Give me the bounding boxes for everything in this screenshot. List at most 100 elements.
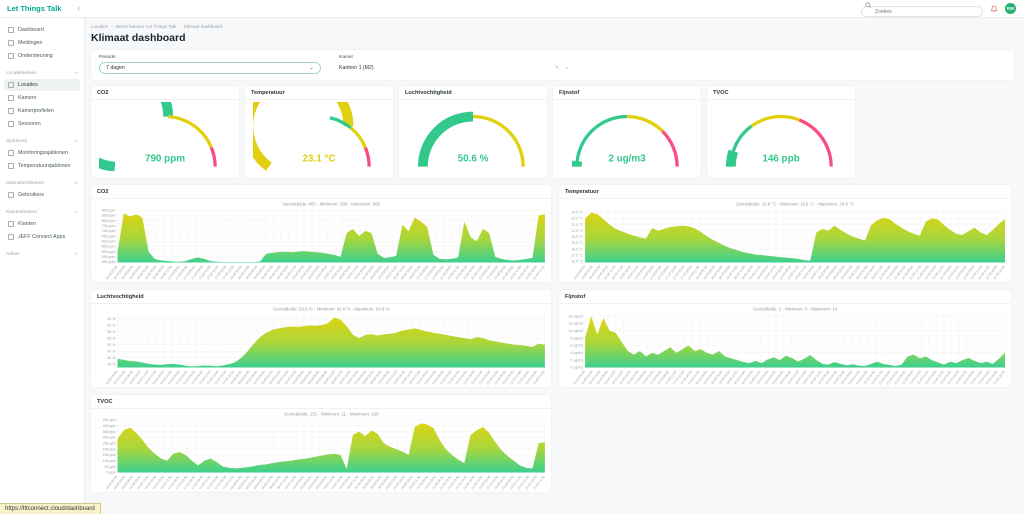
svg-text:350 ppb: 350 ppb: [103, 430, 116, 434]
avatar[interactable]: RW: [1005, 3, 1016, 14]
gauge-card-luchtvochtigheid: Luchtvochtigheid 50.6 %: [399, 86, 547, 178]
chart-title: CO2: [91, 185, 551, 199]
chevron-down-icon: ⌄: [309, 65, 314, 71]
status-url: https://lttconnect.cloud/dashboard: [0, 503, 101, 514]
svg-text:20.5 °C: 20.5 °C: [571, 235, 583, 239]
svg-text:0 ug/m3: 0 ug/m3: [570, 366, 583, 370]
sidebar-item-monitoringssjablonen[interactable]: Monitoringssjablonen: [4, 147, 80, 159]
users-icon: [8, 192, 14, 198]
svg-text:400 ppm: 400 ppm: [102, 260, 116, 264]
svg-text:4 ug/m3: 4 ug/m3: [570, 351, 583, 355]
chart-title: Luchtvochtigheid: [91, 290, 551, 304]
chevron-up-icon: ∧: [74, 138, 78, 143]
sidebar-item-kamerprofielen[interactable]: Kamerprofielen: [4, 105, 80, 117]
location-icon: [8, 82, 14, 88]
charts-grid: CO2 16-09 00:00 16-09 03:00 16-09 06:00 16-…: [91, 185, 1014, 492]
sidebar-section-label: Gebruikersbeheer: [6, 180, 45, 186]
topbar-right: RW: [861, 0, 1024, 18]
sidebar-item-dashboard[interactable]: Dashboard: [4, 24, 80, 36]
notification-icon[interactable]: [990, 5, 998, 13]
gauge-title: CO2: [91, 86, 239, 100]
sidebar-item-jeff-connect-apps[interactable]: JEFF Connect Apps: [4, 231, 80, 243]
chevron-up-icon: ∧: [74, 209, 78, 214]
luchtvochtigheid-chart: 16-09 00:00 16-09 03:00 16-09 06:00 16-09 0…: [91, 304, 551, 387]
chart-title: Temperatuur: [559, 185, 1011, 199]
sidebar-item-gebruikers[interactable]: Gebruikers: [4, 189, 80, 201]
svg-text:14 ug/m3: 14 ug/m3: [568, 314, 583, 318]
sidebar-item-temperatuursjablonen[interactable]: Temperatuursjablonen: [4, 160, 80, 172]
gauge-title: TVOC: [707, 86, 855, 100]
monitoring-template-icon: [8, 150, 14, 156]
sidebar-item-label: Ondersteuning: [18, 53, 53, 59]
breadcrumb-separator: ›: [179, 24, 182, 29]
chart-card-co2: CO2 16-09 00:00 16-09 03:00 16-09 06:00 16-…: [91, 185, 551, 282]
sidebar-item-meldingen[interactable]: Meldingen: [4, 37, 80, 49]
svg-text:800 ppm: 800 ppm: [102, 219, 116, 223]
main-content: Locaties › Demo kantoor Let Things Talk …: [85, 18, 1024, 514]
svg-text:21.5 °C: 21.5 °C: [571, 229, 583, 233]
svg-text:250 ppb: 250 ppb: [103, 441, 116, 445]
sidebar-section-locatiebeheer[interactable]: Locatiebeheer ∧: [6, 70, 78, 76]
sidebar-section-admin[interactable]: Admin ∨: [6, 251, 78, 257]
chevron-down-icon[interactable]: ⌄: [564, 65, 569, 71]
svg-text:600 ppm: 600 ppm: [102, 240, 116, 244]
svg-text:10 ug/m3: 10 ug/m3: [568, 329, 583, 333]
svg-text:Gemiddelde: 151 - Minimum: 11: Gemiddelde: 151 - Minimum: 11 - Maximum:…: [284, 412, 379, 417]
sidebar-section-sjablonen[interactable]: Sjablonen ∧: [6, 138, 78, 144]
breadcrumb-locaties[interactable]: Locaties: [91, 24, 109, 29]
chart-title: TVOC: [91, 395, 551, 409]
periode-select[interactable]: 7 dagen ⌄: [99, 62, 321, 74]
svg-text:52 %: 52 %: [107, 343, 116, 347]
svg-text:23.1 °C: 23.1 °C: [302, 153, 335, 164]
sidebar-item-kamers[interactable]: Kamers: [4, 92, 80, 104]
kamer-field: Kamer Kantoor 1 (M2) × ⌄: [339, 55, 569, 74]
svg-text:23.5 °C: 23.5 °C: [571, 217, 583, 221]
gauge-title: Fijnstof: [553, 86, 701, 100]
sidebar-item-locaties[interactable]: Locaties: [4, 79, 80, 91]
svg-text:500 ppm: 500 ppm: [102, 250, 116, 254]
sidebar-item-klanten[interactable]: Klanten: [4, 218, 80, 230]
chevron-down-icon: ∨: [74, 251, 78, 256]
chart-card-fijnstof: Fijnstof 16-09 00:00 16-09 03:00 16-09 06:…: [559, 290, 1011, 387]
svg-text:Gemiddelde: 53.6 % - Minimum:: Gemiddelde: 53.6 % - Minimum: 42.0 % - M…: [273, 307, 390, 312]
temperature-template-icon: [8, 163, 14, 169]
sidebar-section-klantenbeheer[interactable]: Klantenbeheer ∧: [6, 209, 78, 215]
kamer-clear-icon[interactable]: ×: [555, 65, 559, 71]
sidebar-item-label: Klanten: [18, 221, 36, 227]
sidebar-collapse-icon[interactable]: ‹: [77, 3, 80, 13]
page-title: Klimaat dashboard: [91, 32, 186, 44]
breadcrumb-location[interactable]: Demo kantoor Let Things Talk: [115, 24, 177, 29]
svg-text:12 ug/m3: 12 ug/m3: [568, 322, 583, 326]
svg-text:850 ppm: 850 ppm: [102, 214, 116, 218]
breadcrumb: Locaties › Demo kantoor Let Things Talk …: [91, 24, 1014, 29]
kamer-select[interactable]: Kantoor 1 (M2) × ⌄: [339, 62, 569, 74]
sidebar-section-gebruikersbeheer[interactable]: Gebruikersbeheer ∧: [6, 180, 78, 186]
svg-text:790 ppm: 790 ppm: [145, 153, 185, 164]
tvoc-chart: 16-09 00:00 16-09 03:00 16-09 06:00 16-09 0…: [91, 409, 551, 492]
gauge-title: Temperatuur: [245, 86, 393, 100]
temperatuur-chart: 16-09 00:00 16-09 03:00 16-09 06:00 16-09 0…: [559, 199, 1011, 282]
svg-text:61 %: 61 %: [107, 323, 116, 327]
chevron-up-icon: ∧: [74, 180, 78, 185]
svg-text:700 ppm: 700 ppm: [102, 229, 116, 233]
sidebar-item-ondersteuning[interactable]: Ondersteuning: [4, 50, 80, 62]
room-profile-icon: [8, 108, 14, 114]
svg-text:49 %: 49 %: [107, 349, 116, 353]
sidebar-item-label: Gebruikers: [18, 192, 44, 198]
sidebar-item-label: Locaties: [18, 82, 38, 88]
co2-gauge: 790 ppm: [91, 100, 239, 171]
svg-text:6 ug/m3: 6 ug/m3: [570, 344, 583, 348]
svg-text:Gemiddelde: 487 - Minimum: 398: Gemiddelde: 487 - Minimum: 398 - Maximum…: [282, 202, 380, 207]
support-icon: [8, 53, 14, 59]
svg-text:400 ppb: 400 ppb: [103, 424, 116, 428]
app-logo[interactable]: Let Things Talk: [7, 4, 62, 13]
svg-text:55 %: 55 %: [107, 336, 116, 340]
svg-text:Gemiddelde: 2 - Minimum: 0 - M: Gemiddelde: 2 - Minimum: 0 - Maximum: 14: [753, 307, 838, 312]
chevron-up-icon: ∧: [74, 70, 78, 75]
sidebar-section-label: Locatiebeheer: [6, 70, 37, 76]
sidebar-item-sensoren[interactable]: Sensoren: [4, 118, 80, 130]
gauge-title: Luchtvochtigheid: [399, 86, 547, 100]
search-input[interactable]: [861, 6, 983, 17]
fijnstof-gauge: 2 ug/m3: [553, 100, 701, 171]
